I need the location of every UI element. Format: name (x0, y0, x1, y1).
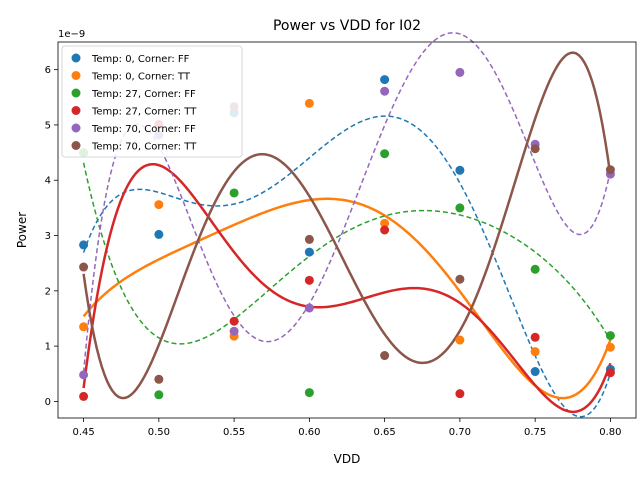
data-point-series-5 (455, 274, 465, 284)
y-tick-label: 2 (45, 286, 51, 297)
legend-label-series-5: Temp: 70, Corner: TT (91, 142, 197, 153)
fit-line-series-5 (82, 51, 612, 400)
x-tick-label: 0.45 (72, 427, 94, 438)
data-point-series-2 (605, 331, 615, 341)
data-point-series-0 (304, 247, 314, 257)
x-tick-label: 0.65 (373, 427, 395, 438)
data-point-series-3 (79, 391, 89, 401)
data-point-series-4 (229, 326, 239, 336)
y-tick-label: 5 (45, 120, 51, 131)
legend-label-series-0: Temp: 0, Corner: FF (91, 54, 190, 65)
x-tick-label: 0.80 (599, 427, 621, 438)
data-point-series-2 (229, 188, 239, 198)
y-tick-label: 3 (45, 231, 51, 242)
data-point-series-0 (530, 367, 540, 377)
data-point-series-4 (455, 67, 465, 77)
data-point-series-3 (455, 389, 465, 399)
data-point-series-5 (154, 374, 164, 384)
fit-line-series-4 (82, 32, 612, 373)
legend-label-series-2: Temp: 27, Corner: FF (91, 89, 196, 100)
fit-line-series-1 (82, 197, 612, 400)
data-point-series-3 (229, 316, 239, 326)
legend-marker-series-0 (71, 53, 81, 63)
y-tick-label: 0 (45, 397, 51, 408)
data-point-series-0 (380, 75, 390, 85)
x-tick-label: 0.50 (148, 427, 170, 438)
data-point-series-0 (79, 240, 89, 250)
y-axis-label: Power (15, 212, 29, 248)
data-point-series-4 (79, 370, 89, 380)
data-point-series-1 (380, 218, 390, 228)
y-scale-label: 1e−9 (58, 29, 85, 40)
x-axis-label: VDD (334, 452, 361, 466)
data-point-series-2 (304, 388, 314, 398)
data-point-series-1 (455, 335, 465, 345)
legend-marker-series-3 (71, 106, 81, 115)
legend-marker-series-1 (71, 71, 81, 80)
x-tick-label: 0.60 (298, 427, 320, 438)
data-point-series-1 (304, 98, 314, 108)
data-point-series-0 (455, 165, 465, 175)
data-point-series-5 (530, 144, 540, 154)
plot-frame (57, 41, 637, 419)
y-tick-label: 4 (45, 176, 51, 187)
data-point-series-0 (154, 229, 164, 239)
data-point-series-1 (154, 200, 164, 210)
x-tick-label: 0.55 (223, 427, 245, 438)
fit-line-series-2 (82, 162, 612, 345)
legend-label-series-4: Temp: 70, Corner: FF (91, 124, 196, 135)
data-point-series-4 (304, 303, 314, 313)
data-point-series-5 (380, 351, 390, 361)
data-point-series-4 (380, 86, 390, 96)
data-point-series-1 (530, 347, 540, 357)
data-point-series-5 (605, 165, 615, 175)
data-point-series-1 (79, 322, 89, 332)
legend-label-series-1: Temp: 0, Corner: TT (91, 72, 191, 83)
chart-title: Power vs VDD for I02 (273, 18, 421, 34)
data-point-series-2 (154, 390, 164, 400)
legend-box (61, 45, 243, 158)
fit-line-series-0 (82, 115, 612, 418)
legend-marker-series-2 (71, 88, 81, 98)
legend-label-series-3: Temp: 27, Corner: TT (91, 107, 197, 118)
data-point-series-3 (304, 275, 314, 285)
data-point-series-2 (380, 149, 390, 159)
x-tick-label: 0.70 (449, 427, 471, 438)
y-tick-label: 6 (45, 65, 51, 76)
data-point-series-3 (605, 368, 615, 378)
data-point-series-3 (530, 332, 540, 342)
legend-marker-series-5 (71, 141, 81, 150)
data-point-series-2 (530, 264, 540, 274)
data-point-series-5 (79, 262, 89, 272)
data-point-series-3 (380, 225, 390, 235)
legend-marker-series-4 (71, 123, 81, 133)
y-tick-label: 1 (45, 342, 51, 353)
x-tick-label: 0.75 (524, 427, 546, 438)
data-point-series-5 (304, 234, 314, 244)
data-point-series-2 (455, 203, 465, 213)
data-point-series-1 (605, 342, 615, 352)
